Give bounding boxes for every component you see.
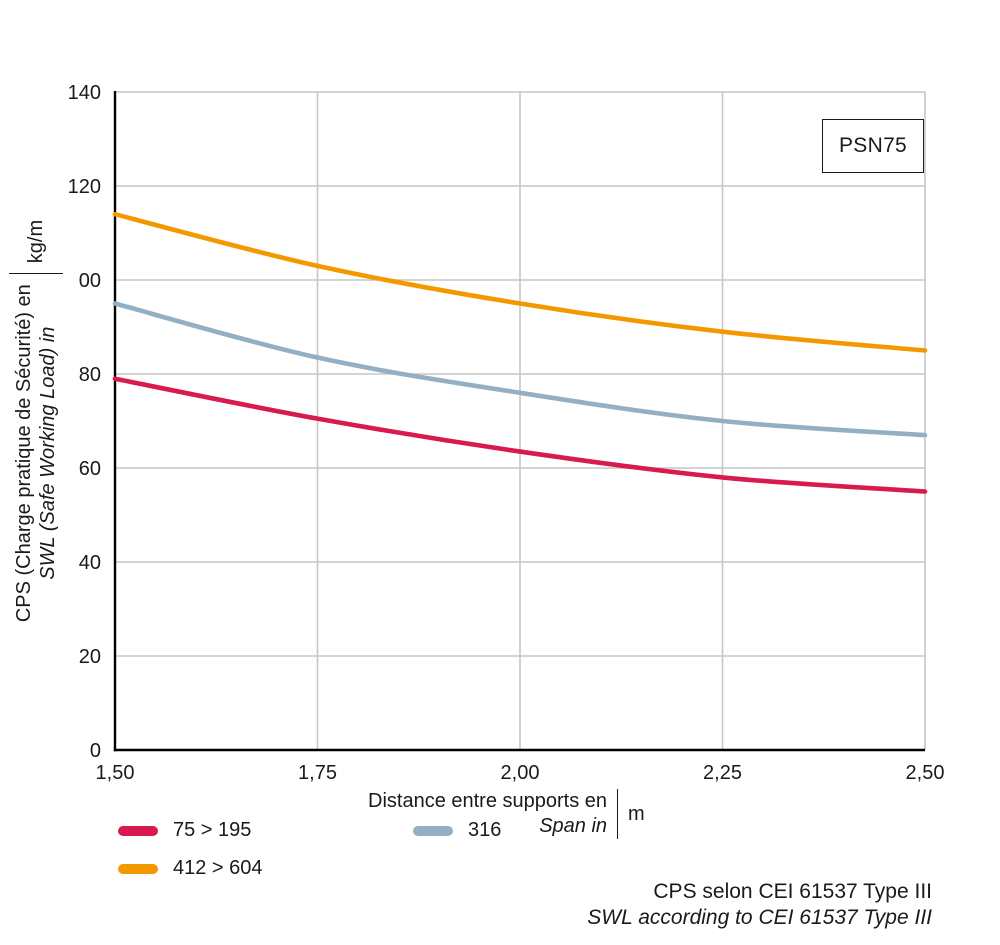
x-axis-label-line2: Span in bbox=[539, 815, 608, 837]
series-curve-316 bbox=[112, 301, 928, 438]
y-tick-label: 60 bbox=[79, 458, 101, 480]
legend-label: 412 > 604 bbox=[173, 857, 263, 879]
y-axis-unit: kg/m bbox=[24, 219, 47, 264]
legend-swatch-orange bbox=[118, 863, 158, 874]
x-axis-label-text: Distance entre supports en Span in bbox=[368, 789, 607, 839]
legend-item-75-195: 75 > 195 bbox=[118, 819, 251, 842]
y-tick-label: 00 bbox=[79, 270, 101, 292]
series-curve-75-195 bbox=[112, 376, 928, 494]
legend-label: 316 bbox=[468, 819, 502, 841]
y-axis-label-line2: SWL (Safe Working Load) in bbox=[37, 326, 59, 580]
legend-label: 75 > 195 bbox=[173, 819, 252, 841]
legend-item-412-604: 412 > 604 bbox=[118, 857, 263, 880]
x-tick-label: 1,50 bbox=[96, 762, 135, 784]
y-axis-label-text: CPS (Charge pratique de Sécurité) en SWL… bbox=[12, 284, 61, 622]
y-tick-label: 140 bbox=[68, 82, 101, 104]
chart-series-box-label: PSN75 bbox=[822, 119, 925, 173]
y-axis-unit-divider bbox=[9, 273, 63, 275]
x-axis-unit: m bbox=[628, 802, 645, 825]
x-axis-unit-divider bbox=[617, 789, 619, 839]
legend-swatch-red bbox=[118, 825, 158, 836]
series-curve-412-604 bbox=[112, 211, 928, 353]
x-tick-label: 2,50 bbox=[906, 762, 945, 784]
y-tick-label: 20 bbox=[79, 646, 101, 668]
y-tick-label: 120 bbox=[68, 176, 101, 198]
x-axis-label-line1: Distance entre supports en bbox=[368, 790, 608, 812]
footer-note-line2: SWL according to CEI 61537 Type III bbox=[587, 906, 932, 930]
y-tick-label: 80 bbox=[79, 364, 101, 386]
x-tick-label: 2,00 bbox=[501, 762, 540, 784]
y-axis-label: CPS (Charge pratique de Sécurité) en SWL… bbox=[9, 196, 63, 646]
footer-note: CPS selon CEI 61537 Type III SWL accordi… bbox=[587, 879, 932, 932]
y-tick-label: 0 bbox=[90, 740, 101, 762]
footer-note-line1: CPS selon CEI 61537 Type III bbox=[653, 880, 932, 903]
y-axis-label-line1: CPS (Charge pratique de Sécurité) en bbox=[12, 284, 35, 623]
y-tick-label: 40 bbox=[79, 552, 101, 574]
legend-item-316: 316 bbox=[413, 819, 501, 842]
x-axis-label: Distance entre supports en Span in m bbox=[368, 789, 645, 839]
legend-swatch-blue bbox=[413, 825, 453, 836]
x-tick-label: 1,75 bbox=[298, 762, 337, 784]
x-tick-label: 2,25 bbox=[703, 762, 742, 784]
